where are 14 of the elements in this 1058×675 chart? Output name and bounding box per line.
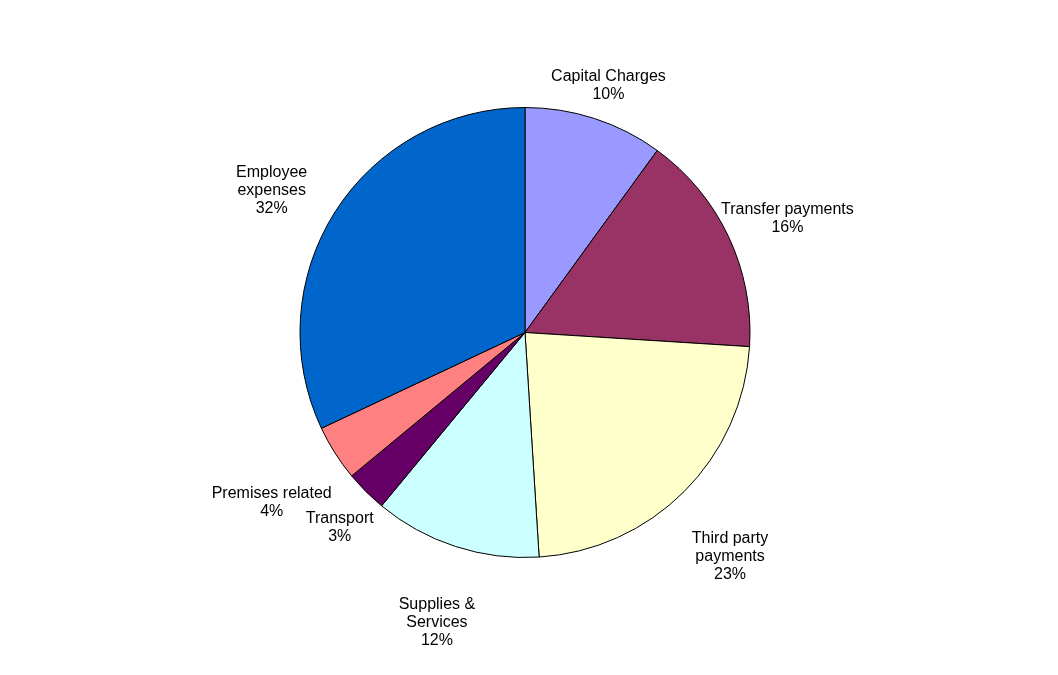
data-label: 12% <box>420 630 453 648</box>
slice-label: Third party payments <box>691 528 769 564</box>
data-label: 3% <box>328 526 352 544</box>
slice-label: Premises related <box>211 484 332 502</box>
data-label: 32% <box>255 198 288 216</box>
data-label: 4% <box>260 502 284 520</box>
slice-label: Capital Charges <box>551 66 666 84</box>
slice-label: Transfer payments <box>721 200 854 218</box>
data-label: 23% <box>714 564 747 582</box>
slice-label: Employee expenses <box>236 162 308 198</box>
slice-label: Transport <box>305 508 375 526</box>
data-label: 16% <box>771 218 804 236</box>
slice-label: Supplies & Services <box>398 594 476 630</box>
data-label: 10% <box>592 84 625 102</box>
